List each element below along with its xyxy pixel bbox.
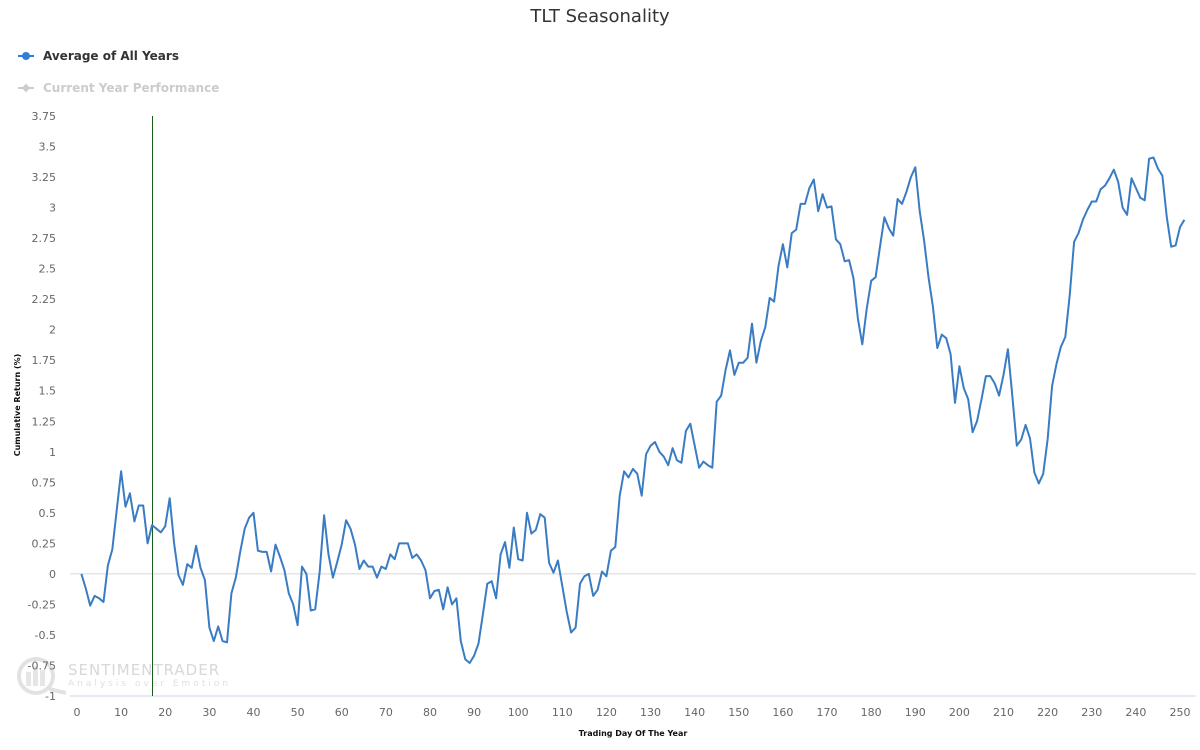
legend-item-average[interactable]: Average of All Years — [18, 46, 219, 66]
y-tick-label: -0.75 — [28, 659, 56, 672]
y-tick-label: 0.25 — [32, 537, 57, 550]
x-tick-label: 120 — [596, 706, 617, 719]
y-tick-label: 3.75 — [32, 110, 57, 123]
x-tick-label: 130 — [640, 706, 661, 719]
y-tick-label: 1.5 — [39, 385, 57, 398]
watermark: SENTIMENTRADER Analysis over Emotion — [17, 657, 231, 695]
y-axis: 3.75 3.5 3.25 3 2.75 2.5 2.25 2 1.75 1.5 1.25 1 0.75… — [28, 110, 56, 703]
legend-label: Current Year Performance — [43, 81, 220, 95]
legend: Average of All Years Current Year Perfor… — [18, 46, 219, 110]
y-tick-label: 1 — [49, 446, 56, 459]
x-tick-label: 90 — [467, 706, 481, 719]
y-axis-title: Cumulative Return (%) — [13, 354, 22, 457]
x-tick-label: 230 — [1081, 706, 1102, 719]
x-tick-label: 250 — [1170, 706, 1191, 719]
x-tick-label: 70 — [379, 706, 393, 719]
circle-icon — [18, 46, 34, 66]
x-tick-label: 210 — [993, 706, 1014, 719]
x-tick-label: 80 — [423, 706, 437, 719]
x-tick-label: 10 — [114, 706, 128, 719]
y-tick-label: 2.5 — [39, 263, 57, 276]
x-tick-label: 0 — [74, 706, 81, 719]
x-tick-label: 110 — [552, 706, 573, 719]
y-tick-label: -0.25 — [28, 598, 56, 611]
x-tick-label: 150 — [728, 706, 749, 719]
x-tick-label: 140 — [684, 706, 705, 719]
x-tick-label: 60 — [335, 706, 349, 719]
average-series-line[interactable] — [80, 156, 1186, 664]
x-tick-label: 170 — [817, 706, 838, 719]
y-tick-label: 2.25 — [32, 293, 57, 306]
y-tick-label: 3.25 — [32, 171, 57, 184]
x-tick-label: 240 — [1125, 706, 1146, 719]
x-tick-label: 180 — [861, 706, 882, 719]
x-axis-title: Trading Day Of The Year — [579, 729, 688, 738]
y-tick-label: 2 — [49, 324, 56, 337]
y-tick-label: 3.5 — [39, 141, 57, 154]
y-tick-label: 1.25 — [32, 415, 57, 428]
y-tick-label: -0.5 — [35, 629, 56, 642]
chart-title: TLT Seasonality — [530, 6, 670, 27]
y-tick-label: 0.5 — [39, 507, 57, 520]
x-axis: 0 10 20 30 40 50 60 70 80 90 100 110 120 130 140 150 160… — [74, 706, 1191, 719]
x-tick-label: 190 — [905, 706, 926, 719]
y-tick-label: 2.75 — [32, 232, 57, 245]
legend-item-current-year[interactable]: Current Year Performance — [18, 78, 219, 98]
watermark-subtitle: Analysis over Emotion — [68, 679, 231, 689]
x-tick-label: 50 — [291, 706, 305, 719]
y-tick-label: 0.75 — [32, 476, 57, 489]
x-tick-label: 160 — [772, 706, 793, 719]
x-tick-label: 20 — [158, 706, 172, 719]
legend-label: Average of All Years — [43, 49, 179, 63]
y-tick-label: 1.75 — [32, 354, 57, 367]
diamond-icon — [18, 78, 34, 98]
y-tick-label: 0 — [49, 568, 56, 581]
y-tick-label: -1 — [45, 690, 56, 703]
x-tick-label: 100 — [508, 706, 529, 719]
y-tick-label: 3 — [49, 202, 56, 215]
sentimentrader-logo-icon — [17, 657, 67, 695]
watermark-title: SENTIMENTRADER — [68, 661, 220, 679]
x-tick-label: 200 — [949, 706, 970, 719]
x-tick-label: 30 — [202, 706, 216, 719]
x-tick-label: 220 — [1037, 706, 1058, 719]
x-tick-label: 40 — [246, 706, 260, 719]
